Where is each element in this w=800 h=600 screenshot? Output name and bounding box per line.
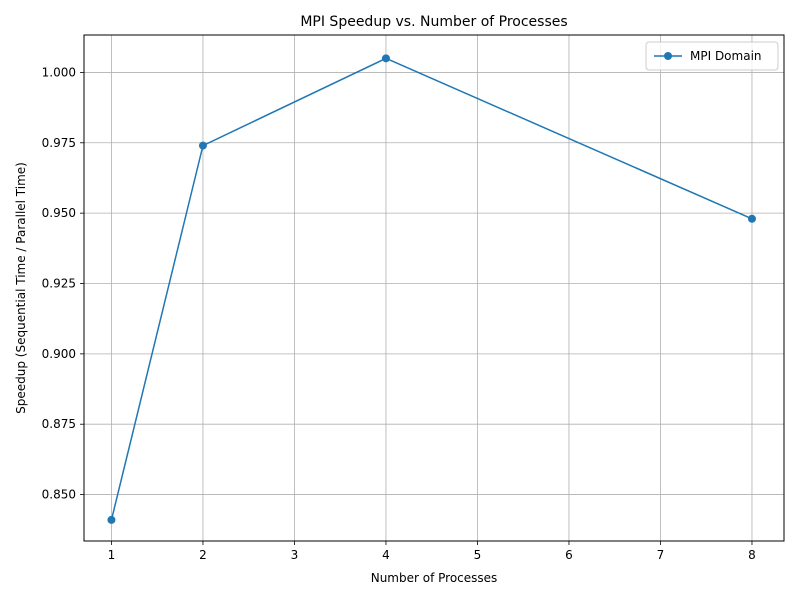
axis-ticks: 1 2 3 4 5 6 7 8 0.850 0.875 0.900 0.925 0.950 0.975 1.… [42,65,756,562]
data-point [381,54,390,63]
series-line-mpi-domain [110,57,753,521]
data-point [747,214,756,223]
x-tick-label: 4 [382,548,390,562]
data-point [198,141,207,150]
legend-marker-swatch [664,52,672,60]
y-tick-label: 0.975 [42,136,76,150]
legend-box [645,41,779,71]
legend: MPI Domain [645,41,779,71]
data-point [107,515,116,524]
y-axis-label: Speedup (Sequential Time / Parallel Time… [14,162,28,414]
x-tick-label: 5 [474,548,482,562]
x-axis-label: Number of Processes [371,571,498,585]
y-tick-label: 0.950 [42,206,76,220]
y-tick-label: 1.000 [42,65,76,79]
x-tick-label: 7 [657,548,665,562]
x-tick-label: 6 [565,548,573,562]
grid-lines [84,35,784,541]
x-tick-label: 2 [199,548,207,562]
y-tick-label: 0.875 [42,417,76,431]
plot-frame [83,34,785,542]
x-tick-label: 3 [291,548,299,562]
y-tick-label: 0.900 [42,347,76,361]
x-tick-label: 1 [108,548,116,562]
x-tick-label: 8 [748,548,756,562]
legend-label: MPI Domain [690,49,762,63]
y-tick-label: 0.925 [42,276,76,290]
chart-title: MPI Speedup vs. Number of Processes [300,14,567,30]
y-tick-label: 0.850 [42,488,76,502]
series-layer [107,54,756,524]
